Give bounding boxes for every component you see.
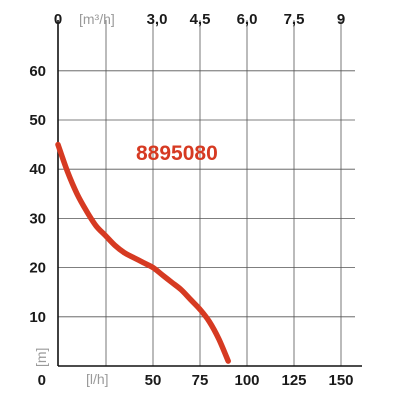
x-tick-label: 50 <box>145 372 162 389</box>
y-unit-label: [m] <box>33 348 49 367</box>
top-tick-label: 4,5 <box>190 11 211 28</box>
grid-layer <box>58 20 355 366</box>
label-layer: 0 10 20 30 40 50 60 [m] 50 75 100 125 150 [l/h] 0 3,0 4,… <box>29 11 353 389</box>
axis-layer <box>57 20 362 367</box>
top-tick-label: 6,0 <box>237 11 258 28</box>
x-tick-label: 75 <box>192 372 209 389</box>
top-tick-label: 3,0 <box>147 11 168 28</box>
x-tick-label: 150 <box>328 372 353 389</box>
x-tick-label: 125 <box>281 372 306 389</box>
y-tick-label: 20 <box>29 260 46 277</box>
y-tick-label: 10 <box>29 309 46 326</box>
top-unit-label: [m³/h] <box>79 11 115 27</box>
y-tick-label: 50 <box>29 112 46 129</box>
pump-curve-line <box>55 141 231 364</box>
series-layer <box>55 141 231 364</box>
model-number-label: 8895080 <box>136 142 218 165</box>
y-tick-label: 40 <box>29 161 46 178</box>
top-tick-label: 7,5 <box>284 11 305 28</box>
y-tick-label: 30 <box>29 210 46 227</box>
x-unit-label: [l/h] <box>86 371 109 387</box>
y-tick-label: 0 <box>38 372 46 389</box>
y-tick-label: 60 <box>29 63 46 80</box>
top-tick-label: 9 <box>337 11 345 28</box>
top-tick-label: 0 <box>54 11 62 28</box>
x-tick-label: 100 <box>234 372 259 389</box>
